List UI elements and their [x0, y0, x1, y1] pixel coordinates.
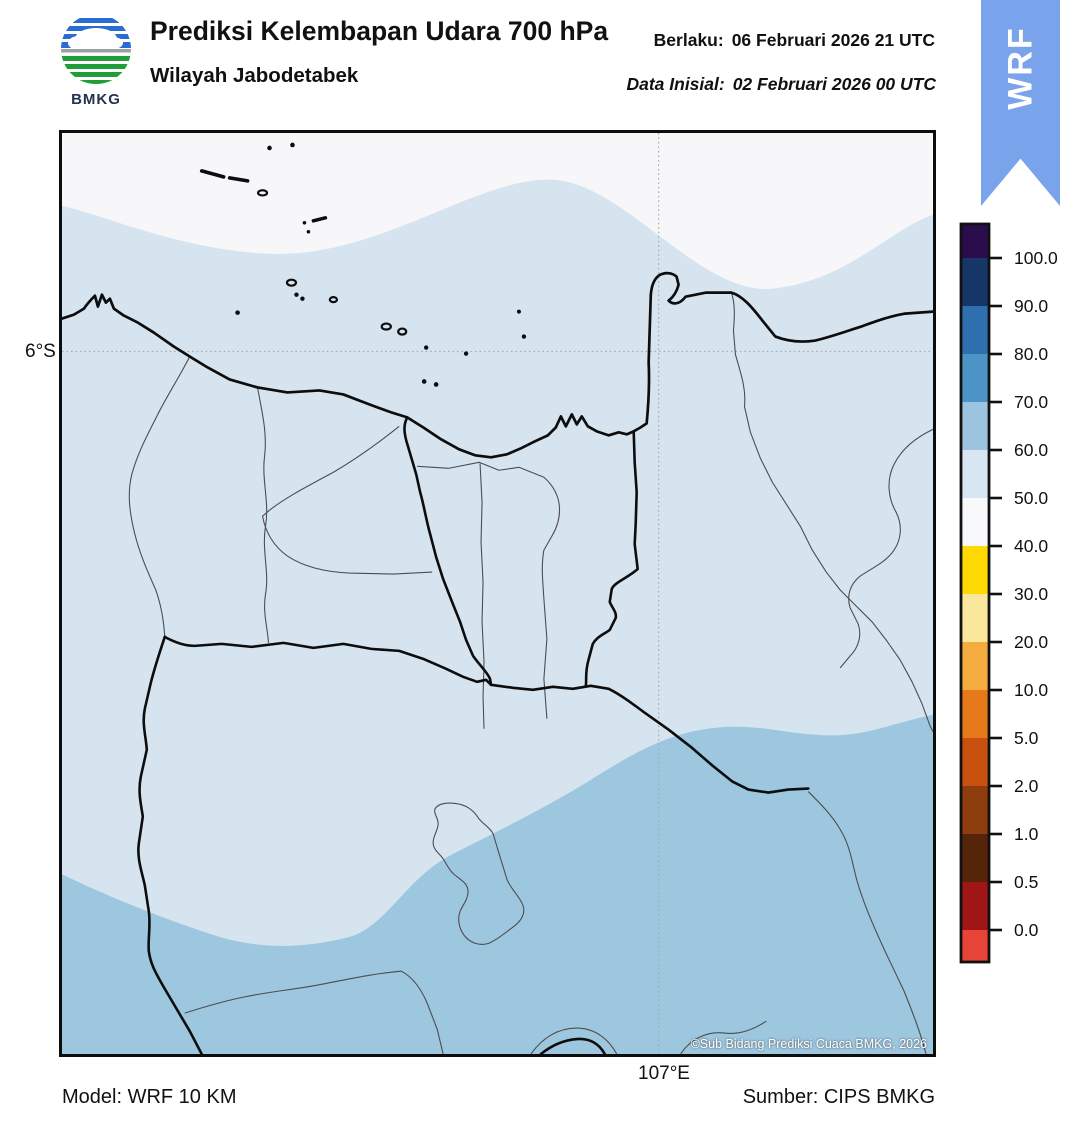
colorbar-tick-label: 90.0: [1014, 296, 1048, 316]
colorbar-segment: [961, 354, 989, 402]
humidity-60-70-region: [62, 714, 933, 1054]
source-info: Sumber: CIPS BMKG: [742, 1086, 935, 1108]
colorbar-tick-label: 40.0: [1014, 536, 1048, 556]
valid-value: 06 Februari 2026 21 UTC: [731, 30, 935, 50]
colorbar-tick-label: 70.0: [1014, 392, 1048, 412]
colorbar-segment: [961, 882, 989, 930]
map-frame: ©Sub Bidang Prediksi Cuaca BMKG, 2026: [59, 130, 936, 1057]
colorbar-segment: [961, 498, 989, 546]
admin-boundaries: [128, 292, 933, 1054]
colorbar-tick-label: 100.0: [1014, 248, 1058, 268]
colorbar-segment: [961, 594, 989, 642]
colorbar-tick-label: 10.0: [1014, 680, 1048, 700]
colorbar-segment: [961, 224, 989, 258]
colorbar-segment: [961, 450, 989, 498]
bmkg-logo-text: BMKG: [71, 91, 121, 108]
bmkg-logo-icon: [61, 14, 131, 84]
colorbar-segment: [961, 834, 989, 882]
colorbar-segment: [961, 690, 989, 738]
init-label: Data Inisial:: [626, 74, 725, 94]
humidity-40-50-region: [62, 133, 933, 289]
colorbar-tick-label: 2.0: [1014, 776, 1039, 796]
page-subtitle: Wilayah Jabodetabek: [150, 64, 359, 87]
bmkg-logo: BMKG: [52, 12, 140, 108]
colorbar-segment: [961, 786, 989, 834]
colorbar-segment: [961, 930, 989, 962]
colorbar-tick-label: 20.0: [1014, 632, 1048, 652]
colorbar-segment: [961, 546, 989, 594]
colorbar-segment: [961, 402, 989, 450]
colorbar-svg: 100.0 90.0 80.0 70.0 60.0 50.0 40.0 30.0 20.0 10.…: [959, 222, 1058, 964]
jabodetabek-boundary: [137, 416, 810, 1054]
init-value: 02 Februari 2026 00 UTC: [732, 74, 936, 94]
colorbar-tick-label: 50.0: [1014, 488, 1048, 508]
wrf-ribbon-label: WRF: [1001, 26, 1039, 110]
colorbar-segment: [961, 738, 989, 786]
model-info: Model: WRF 10 KM: [62, 1086, 237, 1108]
colorbar-segment: [961, 258, 989, 306]
colorbar-tick-label: 1.0: [1014, 824, 1039, 844]
colorbar-segment: [961, 306, 989, 354]
java-coastline: [62, 271, 933, 459]
map-canvas: [62, 133, 933, 1054]
colorbar-tick-label: 0.5: [1014, 872, 1038, 892]
colorbar-segment: [961, 642, 989, 690]
lat-axis-label: 6°S: [25, 341, 56, 362]
wrf-ribbon: WRF: [981, 0, 1060, 206]
islands: [199, 142, 527, 387]
colorbar-tick-label: 0.0: [1014, 920, 1039, 940]
colorbar-tick-label: 60.0: [1014, 440, 1048, 460]
copyright-note: ©Sub Bidang Prediksi Cuaca BMKG, 2026: [690, 1037, 927, 1051]
colorbar-tick-label: 80.0: [1014, 344, 1048, 364]
init-time: Data Inisial: 02 Februari 2026 00 UTC: [626, 74, 936, 95]
colorbar-tick-label: 30.0: [1014, 584, 1048, 604]
valid-time: Berlaku: 06 Februari 2026 21 UTC: [654, 30, 935, 51]
colorbar-tick-label: 5.0: [1014, 728, 1039, 748]
lon-axis-label: 107°E: [638, 1063, 690, 1084]
page-title: Prediksi Kelembapan Udara 700 hPa: [150, 16, 609, 46]
valid-label: Berlaku:: [653, 30, 724, 50]
graticule: [62, 133, 933, 1054]
